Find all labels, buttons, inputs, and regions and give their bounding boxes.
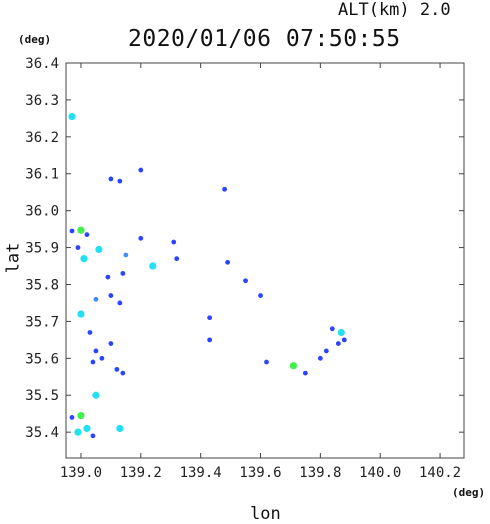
echo-point	[108, 293, 114, 298]
x-tick-label: 140.0	[359, 465, 401, 481]
y-tick-label: 36.2	[25, 130, 59, 146]
y-tick-label: 35.5	[25, 388, 59, 404]
echo-point	[335, 341, 341, 346]
echo-point	[68, 112, 76, 121]
echo-point	[74, 428, 82, 436]
y-axis-unit: (deg)	[18, 33, 52, 46]
echo-point	[95, 245, 103, 254]
y-tick-label: 36.4	[25, 56, 59, 72]
echo-point	[174, 256, 180, 262]
echo-point	[114, 367, 120, 372]
echo-point	[108, 341, 114, 346]
echo-point	[341, 337, 347, 343]
echo-point	[123, 252, 129, 258]
echo-point	[90, 359, 96, 365]
echo-point	[93, 296, 99, 302]
x-tick-label: 139.8	[299, 465, 341, 481]
echo-point	[77, 226, 85, 234]
echo-point	[99, 355, 105, 361]
x-tick-label: 139.2	[120, 465, 162, 481]
echo-point	[329, 326, 335, 332]
y-tick-label: 36.1	[25, 167, 59, 183]
x-tick-label: 140.2	[419, 465, 461, 481]
echo-point	[90, 433, 96, 439]
altitude-label: ALT(km) 2.0	[338, 0, 451, 20]
y-tick-label: 35.4	[25, 425, 59, 441]
y-tick-label: 35.8	[25, 277, 59, 293]
echo-point	[84, 232, 90, 238]
echo-point	[108, 176, 114, 182]
echo-point	[116, 424, 124, 433]
echo-point	[317, 355, 323, 361]
echo-point	[77, 411, 85, 420]
x-tick-label: 139.6	[239, 465, 281, 481]
echo-point	[120, 370, 126, 376]
echo-point	[120, 271, 126, 276]
echo-point	[171, 239, 177, 245]
echo-point	[149, 262, 157, 270]
x-axis-label: lon	[250, 504, 281, 524]
timestamp-title: 2020/01/06 07:50:55	[128, 26, 401, 52]
echo-point	[138, 235, 144, 241]
echo-point	[264, 359, 269, 365]
echo-point	[105, 274, 111, 280]
echo-point	[75, 245, 81, 250]
echo-point	[207, 315, 213, 321]
x-tick-label: 139.4	[180, 465, 222, 481]
plot-frame	[65, 62, 465, 459]
x-axis-unit: (deg)	[452, 486, 486, 499]
echo-point	[138, 167, 144, 173]
echo-point	[207, 337, 213, 343]
echo-point	[222, 186, 228, 192]
y-tick-label: 35.6	[25, 351, 59, 367]
echo-point	[289, 362, 298, 370]
echo-point	[323, 348, 329, 354]
y-tick-label: 35.9	[25, 241, 59, 257]
echo-point	[337, 328, 345, 337]
echo-point	[77, 310, 85, 318]
y-tick-label: 35.7	[25, 314, 59, 330]
echo-point	[258, 293, 263, 298]
y-tick-label: 36.0	[25, 204, 59, 220]
echo-point	[92, 391, 100, 399]
echo-point	[302, 370, 308, 376]
echo-point	[83, 424, 91, 433]
echo-point	[243, 278, 248, 284]
echo-point	[225, 259, 230, 265]
x-tick-label: 139.0	[60, 465, 102, 481]
echo-point	[69, 414, 75, 420]
echo-point	[93, 348, 99, 354]
echo-point	[117, 178, 123, 184]
echo-point	[69, 228, 75, 234]
echo-point	[87, 330, 93, 335]
echo-point	[117, 300, 123, 306]
echo-point	[80, 255, 88, 263]
y-tick-label: 36.3	[25, 93, 59, 109]
